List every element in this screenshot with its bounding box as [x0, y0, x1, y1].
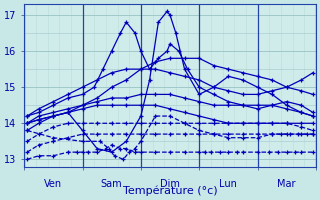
Text: Mar: Mar	[277, 179, 296, 189]
Text: Sam: Sam	[101, 179, 123, 189]
Text: Ven: Ven	[44, 179, 62, 189]
Text: Dim: Dim	[160, 179, 180, 189]
X-axis label: Température (°c): Température (°c)	[123, 185, 217, 196]
Text: Lun: Lun	[220, 179, 237, 189]
